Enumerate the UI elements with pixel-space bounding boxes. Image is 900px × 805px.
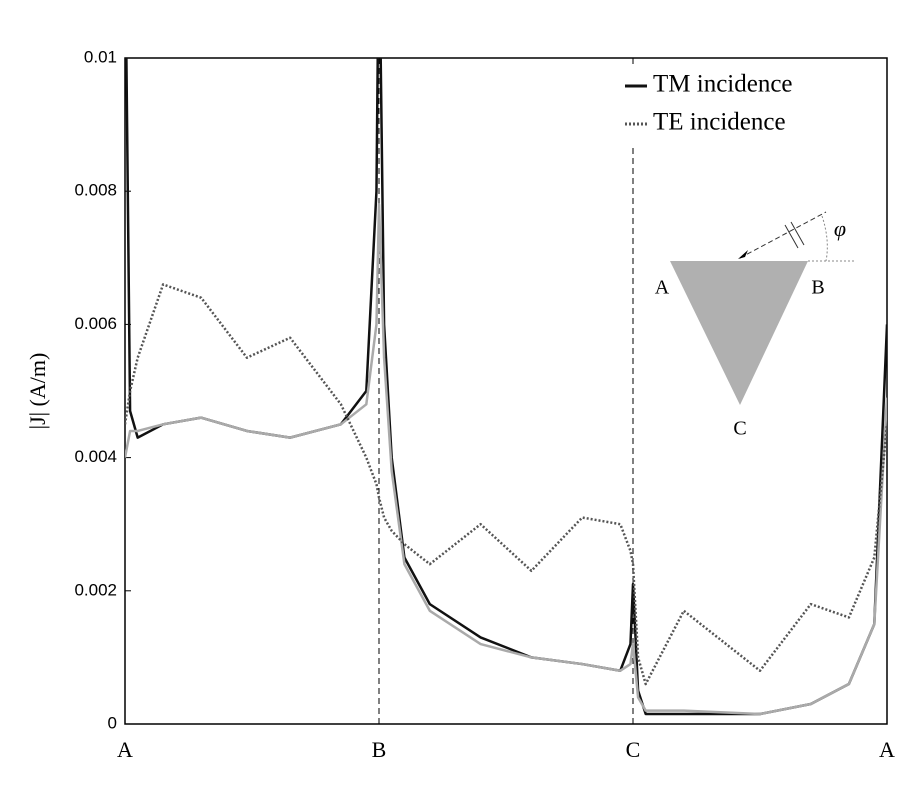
inset-triangle	[670, 261, 808, 405]
plot-frame	[124, 57, 888, 725]
y-tick-label: 0	[108, 713, 117, 732]
legend-label: TM incidence	[653, 71, 793, 98]
inset-label: C	[733, 418, 746, 440]
inset-angle	[821, 215, 828, 262]
x-tick-label: A	[879, 737, 895, 762]
x-tick-label: A	[117, 737, 133, 762]
y-tick-label: 0.002	[74, 580, 117, 599]
y-axis-label: |J| (A/m)	[25, 353, 50, 430]
y-tick-label: 0.004	[74, 447, 117, 466]
y-tick-label: 0.006	[74, 314, 117, 333]
inset-wave	[739, 211, 827, 259]
series-line	[125, 283, 887, 686]
x-tick-label: B	[372, 737, 387, 762]
plot-area	[125, 58, 887, 716]
inset: A B C φ	[655, 211, 855, 440]
legend-label: TE incidence	[653, 109, 786, 136]
y-tick-label: 0.01	[84, 47, 117, 66]
x-tick-label: C	[626, 737, 641, 762]
inset-label: A	[655, 277, 670, 299]
y-tick-label: 0.008	[74, 181, 117, 200]
inset-front	[784, 224, 799, 249]
series-line	[125, 203, 887, 716]
inset-label: B	[811, 277, 824, 299]
inset-arrow	[738, 250, 748, 259]
inset-label: φ	[834, 216, 846, 241]
legend-box	[619, 66, 877, 148]
inset-front	[790, 221, 805, 246]
